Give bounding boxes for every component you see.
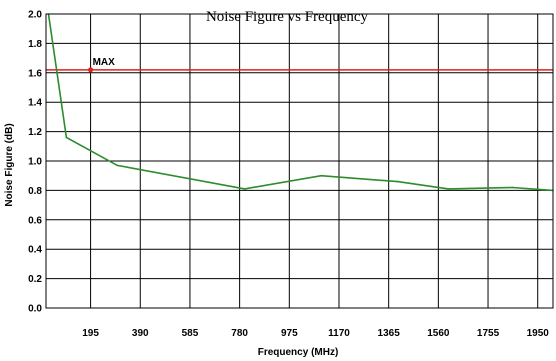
y-tick-label: 0.8	[28, 186, 42, 197]
chart-title: Noise Figure vs Frequency	[206, 9, 369, 25]
x-tick-label: 1950	[527, 328, 550, 339]
x-tick-label: 975	[281, 328, 298, 339]
data-point	[65, 136, 68, 139]
x-tick-label: 1365	[378, 328, 401, 339]
y-tick-label: 0.4	[28, 245, 42, 256]
data-point	[320, 174, 322, 177]
data-point	[243, 188, 246, 190]
max-label: MAX	[93, 57, 116, 68]
limit-line-group: MAX	[46, 57, 553, 73]
y-axis-label: Noise Figure (dB)	[4, 123, 15, 206]
x-tick-label: 1170	[328, 328, 350, 339]
x-axis-label: Frequency (MHz)	[258, 347, 339, 358]
y-tick-label: 1.6	[28, 68, 42, 79]
grid	[46, 13, 553, 309]
y-tick-label: 2.0	[28, 10, 42, 21]
data-point	[396, 180, 399, 183]
y-tick-label: 0.0	[28, 304, 42, 315]
y-tick-label: 1.2	[28, 127, 42, 138]
x-axis-ticks: 195 390 585 780 975 1170 1365 1560 1755 1950	[82, 328, 549, 339]
x-tick-label: 390	[132, 328, 149, 339]
data-point	[511, 186, 514, 189]
y-tick-label: 0.2	[28, 274, 42, 285]
y-tick-label: 1.0	[28, 157, 42, 168]
y-tick-label: 1.4	[28, 98, 42, 109]
max-marker	[88, 67, 94, 73]
x-tick-label: 780	[231, 328, 248, 339]
x-tick-label: 195	[82, 328, 99, 339]
x-tick-label: 585	[182, 328, 199, 339]
x-tick-label: 1755	[477, 328, 500, 339]
data-point	[447, 188, 450, 190]
data-point	[116, 164, 119, 167]
x-tick-label: 1560	[427, 328, 450, 339]
y-tick-label: 1.8	[28, 39, 42, 50]
y-tick-label: 0.6	[28, 215, 42, 226]
y-axis-ticks: 0.0 0.2 0.4 0.6 0.8 1.0 1.2 1.4 1.6 1.8 2.0	[28, 10, 42, 315]
plot-frame	[45, 13, 554, 309]
